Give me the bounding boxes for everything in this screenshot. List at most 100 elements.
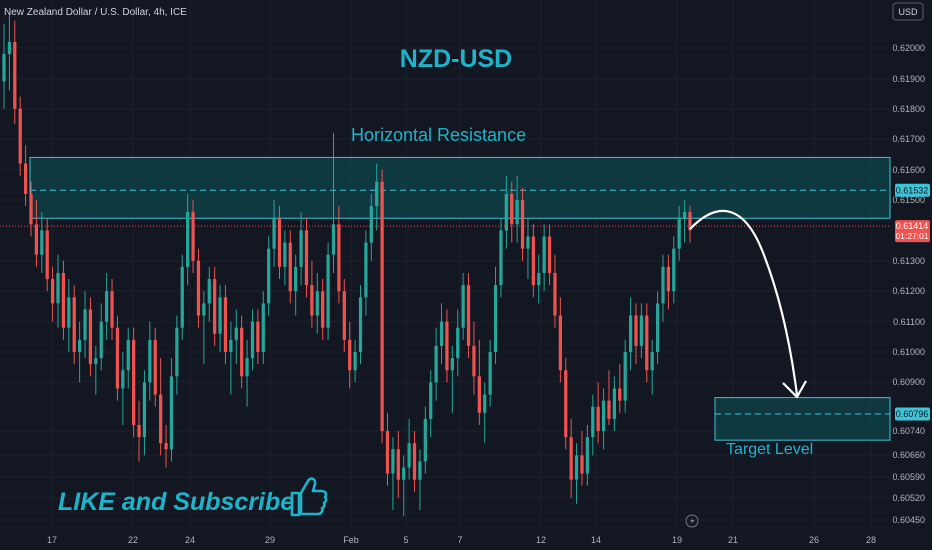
candle [607,370,611,425]
candle [115,315,120,401]
candle [391,437,395,511]
target-label: Target Level [726,441,813,458]
candle-body [358,297,363,352]
time-axis[interactable]: 17 22 24 29 Feb 5 7 12 14 19 21 26 28 [47,535,876,545]
candle [7,14,12,91]
candle-body [315,291,319,316]
candle-body [142,382,147,438]
candle-body [526,236,530,249]
candle [688,206,692,243]
price-tick-label: 0.61300 [892,256,925,266]
candle [45,218,49,292]
candle [612,376,616,432]
candle-body [585,437,589,474]
candle [142,370,147,456]
candle-body [56,272,60,304]
time-tick-label: 29 [265,535,275,545]
candle [99,303,103,371]
candle-body [396,449,400,480]
candle-countdown: 01:27:01 [895,231,928,241]
candle-body [423,418,427,462]
candle-body [283,242,287,267]
candle-body [677,218,681,249]
candle-body [483,394,487,413]
candle [645,303,649,383]
candle [321,279,325,340]
candle-body [121,370,125,389]
candle-body [261,303,265,352]
candle-body [510,193,514,225]
candle-body [499,230,503,286]
candle-body [256,321,260,352]
candle [56,254,60,328]
candle [439,303,444,365]
candle [337,206,341,304]
candle-body [537,272,541,286]
candle [472,321,476,395]
price-tick-label: 0.60590 [892,472,925,482]
candle-body [672,248,676,292]
projection-arrow [689,209,799,396]
candle-body [542,236,546,273]
candle [315,272,319,334]
candle [564,358,568,450]
candle-body [7,41,12,55]
candle [466,272,471,359]
candle-body [520,200,525,249]
candle-body [580,455,584,474]
candle-body [126,339,130,371]
candle-body [40,230,44,255]
candle [105,272,109,340]
candle [402,455,406,517]
candle-body [407,443,411,468]
candle [13,20,17,124]
candle-body [655,303,660,352]
price-tick-label: 0.60660 [892,450,925,460]
candle [288,230,292,304]
candle [407,418,411,480]
candle-body [207,279,211,304]
candle-body [110,291,114,328]
lightning-icon[interactable] [685,514,699,528]
candle [510,181,514,243]
candle [175,315,179,395]
price-tick-label: 0.61100 [893,317,925,327]
time-tick-label: 7 [457,535,462,545]
price-tick-label: 0.60900 [892,377,925,387]
candle [418,449,422,511]
candle [186,193,190,286]
time-tick-label: Feb [343,535,359,545]
currency-button[interactable]: USD [892,2,924,21]
candle [526,218,530,280]
candle-body [461,285,465,328]
candle [88,297,93,377]
price-tick-label: 0.61000 [892,347,925,357]
candle-body [553,272,557,316]
candle [682,200,687,243]
candle-body [223,297,228,352]
cta-text: LIKE and Subscribe [58,488,294,516]
candle [294,254,298,316]
current-price-text: 0.61414 [896,221,929,231]
candle [423,406,427,474]
candle [29,181,33,237]
candle [364,230,368,316]
candle-body [326,254,330,328]
candle-body [23,163,28,194]
price-tick-label: 0.61200 [892,286,925,296]
price-tick-label: 0.60740 [892,426,925,436]
time-tick-label: 21 [728,535,738,545]
resistance-label: Horizontal Resistance [351,125,526,145]
price-axis[interactable]: 0.62000 0.61900 0.61800 0.61700 0.61600 0.615… [892,43,925,525]
candle-body [375,181,379,207]
candle-body [645,315,649,371]
candle-body [472,345,476,377]
candle [385,412,390,486]
candle [574,443,579,504]
candle [191,200,195,273]
candle [61,260,66,340]
candle-body [29,193,33,225]
candle [256,309,260,365]
candle [477,339,481,425]
